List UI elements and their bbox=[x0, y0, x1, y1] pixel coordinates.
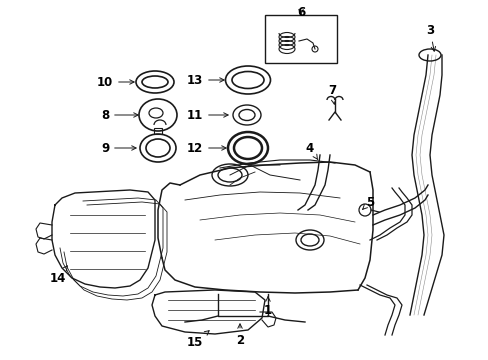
Text: 10: 10 bbox=[97, 76, 134, 89]
Text: 3: 3 bbox=[425, 23, 435, 51]
Text: 14: 14 bbox=[50, 266, 67, 284]
Text: 6: 6 bbox=[296, 5, 305, 18]
Text: 9: 9 bbox=[101, 141, 136, 154]
Text: 8: 8 bbox=[101, 108, 138, 122]
Text: 13: 13 bbox=[186, 73, 224, 86]
Bar bbox=[264, 15, 336, 63]
Text: 7: 7 bbox=[327, 84, 335, 104]
Text: 12: 12 bbox=[186, 141, 225, 154]
Text: 2: 2 bbox=[235, 324, 244, 346]
Text: 11: 11 bbox=[186, 108, 228, 122]
Text: 15: 15 bbox=[186, 331, 209, 348]
Bar bbox=[154, 128, 162, 134]
Text: 1: 1 bbox=[264, 297, 271, 316]
Text: 4: 4 bbox=[305, 141, 317, 159]
Text: 5: 5 bbox=[362, 195, 373, 209]
